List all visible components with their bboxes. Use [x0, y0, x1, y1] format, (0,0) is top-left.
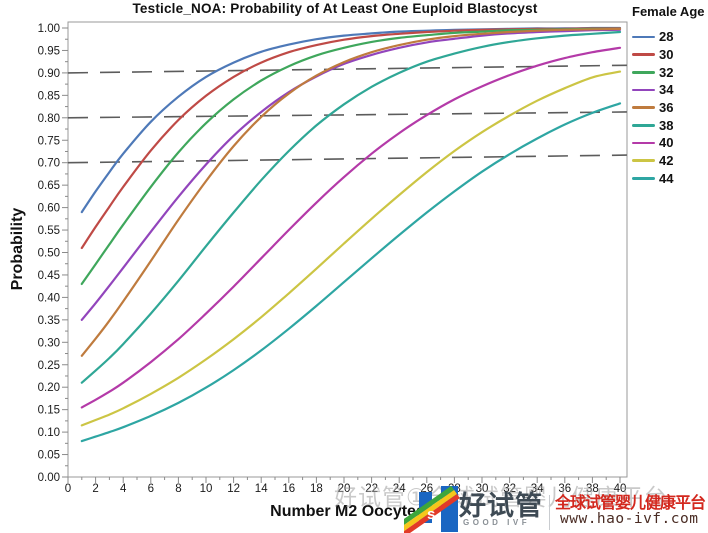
legend-item-36: 36: [632, 99, 708, 117]
series-line-28: [80, 26, 622, 214]
x-tick-label: 4: [120, 483, 127, 495]
x-tick-label: 6: [148, 483, 154, 495]
x-tick-label: 8: [175, 483, 181, 495]
xlabel-letter-on-logo: s: [427, 506, 436, 523]
x-tick-label: 30: [476, 483, 489, 495]
legend-item-44: 44: [632, 170, 708, 188]
y-tick-label: 0.80: [38, 113, 60, 125]
legend-label: 42: [659, 153, 674, 169]
legend-items: 28 30 32 34 36 38 40 42 44: [632, 28, 708, 187]
legend-item-42: 42: [632, 152, 708, 170]
legend: Female Age 28 30 32 34 36 38 40 42 44: [632, 4, 708, 187]
y-tick-label: 0.85: [38, 90, 60, 102]
series-line-34: [80, 28, 622, 321]
series-lines: [80, 26, 622, 443]
y-tick-label: 0.90: [38, 68, 60, 80]
series-line-42: [80, 70, 622, 427]
x-tick-label: 40: [614, 483, 627, 495]
x-tick-label: 24: [393, 483, 406, 495]
x-tick-label: 12: [227, 483, 240, 495]
y-tick-label: 0.60: [38, 203, 60, 215]
x-tick-label: 36: [558, 483, 571, 495]
reference-line: [67, 111, 627, 119]
legend-title: Female Age: [632, 4, 705, 19]
legend-label: 40: [659, 135, 674, 151]
watermark-faint-text: 好试管①全球试管婴儿健康平台: [334, 484, 668, 510]
y-tick-label: 0.00: [38, 472, 60, 484]
y-tick-label: 0.50: [38, 248, 60, 260]
legend-swatch: [632, 123, 655, 127]
x-tick-label: 14: [255, 483, 268, 495]
y-tick-label: 0.75: [38, 135, 60, 147]
legend-swatch: [632, 88, 655, 92]
y-tick-label: 0.05: [38, 450, 60, 462]
series-line-32: [80, 27, 622, 286]
good-ivf-logo-icon: [404, 485, 460, 533]
x-tick-label: 18: [310, 483, 323, 495]
series-line-38: [80, 30, 622, 384]
y-axis-title: Probability: [9, 207, 26, 291]
watermark-divider: [549, 495, 550, 530]
y-tick-label: 0.10: [38, 427, 60, 439]
legend-item-28: 28: [632, 28, 708, 46]
y-tick-label: 0.95: [38, 45, 60, 57]
legend-swatch: [632, 35, 655, 39]
watermark-tagline: 全球试管婴儿健康平台: [555, 495, 706, 512]
legend-swatch: [632, 159, 655, 162]
y-tick-label: 0.65: [38, 180, 60, 192]
y-tick-label: 0.70: [38, 158, 60, 170]
legend-label: 38: [659, 117, 674, 133]
y-tick-label: 0.45: [38, 270, 60, 282]
watermark-url: www.hao-ivf.com: [560, 511, 699, 527]
y-tick-label: 0.40: [38, 292, 60, 304]
x-tick-label: 10: [200, 483, 213, 495]
legend-swatch: [632, 70, 655, 74]
y-axis: 0.00 0.05 0.10 0.15 0.20 0.25 0.30 0.35 0.40 0.45…: [38, 23, 68, 484]
y-tick-label: 0.25: [38, 360, 60, 372]
x-tick-label: 32: [503, 483, 516, 495]
x-tick-label: 34: [531, 483, 544, 495]
y-tick-label: 1.00: [38, 23, 60, 35]
series-line-40: [80, 46, 622, 409]
plot-frame: [67, 21, 628, 478]
x-tick-label: 20: [338, 483, 351, 495]
legend-item-32: 32: [632, 63, 708, 81]
legend-item-34: 34: [632, 81, 708, 99]
y-tick-label: 0.35: [38, 315, 60, 327]
y-tick-label: 0.30: [38, 337, 60, 349]
x-tick-label: 0: [65, 483, 71, 495]
legend-label: 36: [659, 100, 674, 116]
legend-item-38: 38: [632, 116, 708, 134]
legend-label: 44: [659, 170, 674, 186]
x-tick-label: 16: [282, 483, 295, 495]
series-line-36: [80, 27, 622, 357]
logo-swoosh: [404, 485, 460, 533]
y-tick-label: 0.20: [38, 382, 60, 394]
legend-label: 32: [659, 64, 674, 80]
legend-swatch: [632, 177, 655, 180]
reference-line: [67, 64, 627, 74]
legend-swatch: [632, 53, 655, 56]
legend-swatch: [632, 141, 655, 145]
chart-title: Testicle_NOA: Probability of At Least On…: [132, 1, 538, 16]
y-tick-label: 0.15: [38, 405, 60, 417]
x-tick-label: 38: [586, 483, 599, 495]
series-line-44: [80, 102, 622, 443]
reference-line: [67, 154, 627, 164]
watermark-brand-name: 好试管: [459, 491, 543, 521]
legend-swatch: [632, 106, 655, 109]
legend-label: 28: [659, 29, 674, 45]
legend-item-40: 40: [632, 134, 708, 152]
x-tick-label: 22: [365, 483, 378, 495]
y-tick-label: 0.55: [38, 225, 60, 237]
legend-label: 30: [659, 47, 674, 63]
watermark-brand-subtitle: GOOD IVF: [463, 518, 531, 527]
legend-label: 34: [659, 82, 674, 98]
legend-item-30: 30: [632, 46, 708, 64]
x-tick-label: 2: [92, 483, 98, 495]
x-axis-title: Number M2 Oocytes: [270, 503, 425, 520]
